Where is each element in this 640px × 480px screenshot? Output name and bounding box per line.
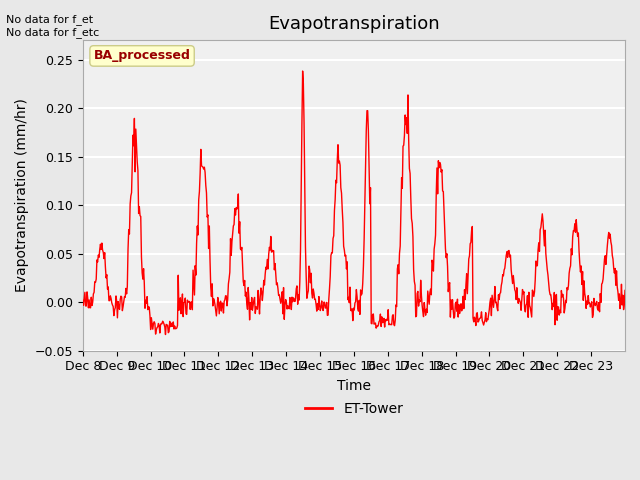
- Legend: ET-Tower: ET-Tower: [299, 396, 409, 421]
- X-axis label: Time: Time: [337, 379, 371, 393]
- Y-axis label: Evapotranspiration (mm/hr): Evapotranspiration (mm/hr): [15, 98, 29, 292]
- Text: BA_processed: BA_processed: [93, 49, 191, 62]
- Title: Evapotranspiration: Evapotranspiration: [268, 15, 440, 33]
- Text: No data for f_et
No data for f_etc: No data for f_et No data for f_etc: [6, 14, 100, 38]
